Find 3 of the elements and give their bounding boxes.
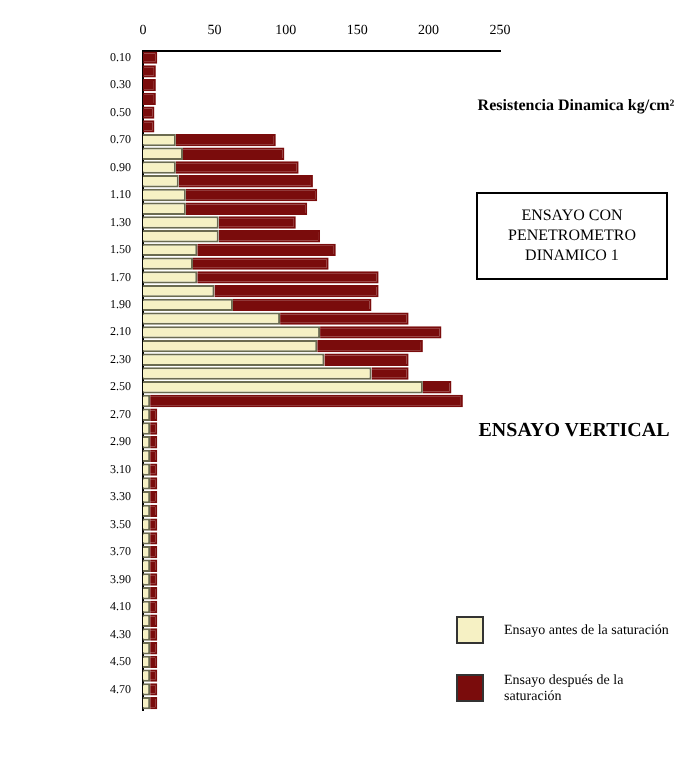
text: ENSAYO CON PENETROMETRO DINAMICO 1 [476, 192, 668, 280]
text: ENSAYO VERTICAL [476, 420, 672, 442]
x-axis-title: Resistencia Dinamica kg/cm² [476, 96, 676, 116]
